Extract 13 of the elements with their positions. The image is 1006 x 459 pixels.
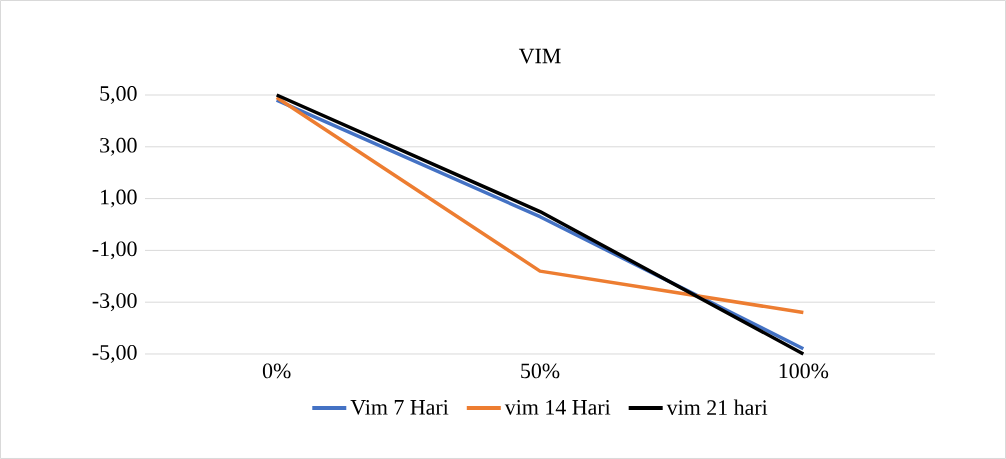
y-tick-label: 1,00	[101, 189, 137, 208]
y-tick-label: -5,00	[92, 345, 137, 363]
legend-label: vim 21 hari	[666, 399, 768, 416]
x-tick-label: 0%	[262, 363, 291, 379]
legend-label: Vim 7 Hari	[350, 399, 449, 415]
x-tick-label: 50%	[521, 363, 560, 379]
y-tick-label: -3,00	[92, 293, 137, 312]
y-tick-label: 5,00	[100, 86, 137, 104]
y-tick-label: -1,00	[92, 241, 137, 260]
legend-label: vim 14 Hari	[504, 399, 611, 415]
y-tick-label: 3,00	[100, 137, 137, 156]
chart-title: VIM	[518, 48, 561, 64]
x-tick-label: 100%	[779, 363, 829, 379]
